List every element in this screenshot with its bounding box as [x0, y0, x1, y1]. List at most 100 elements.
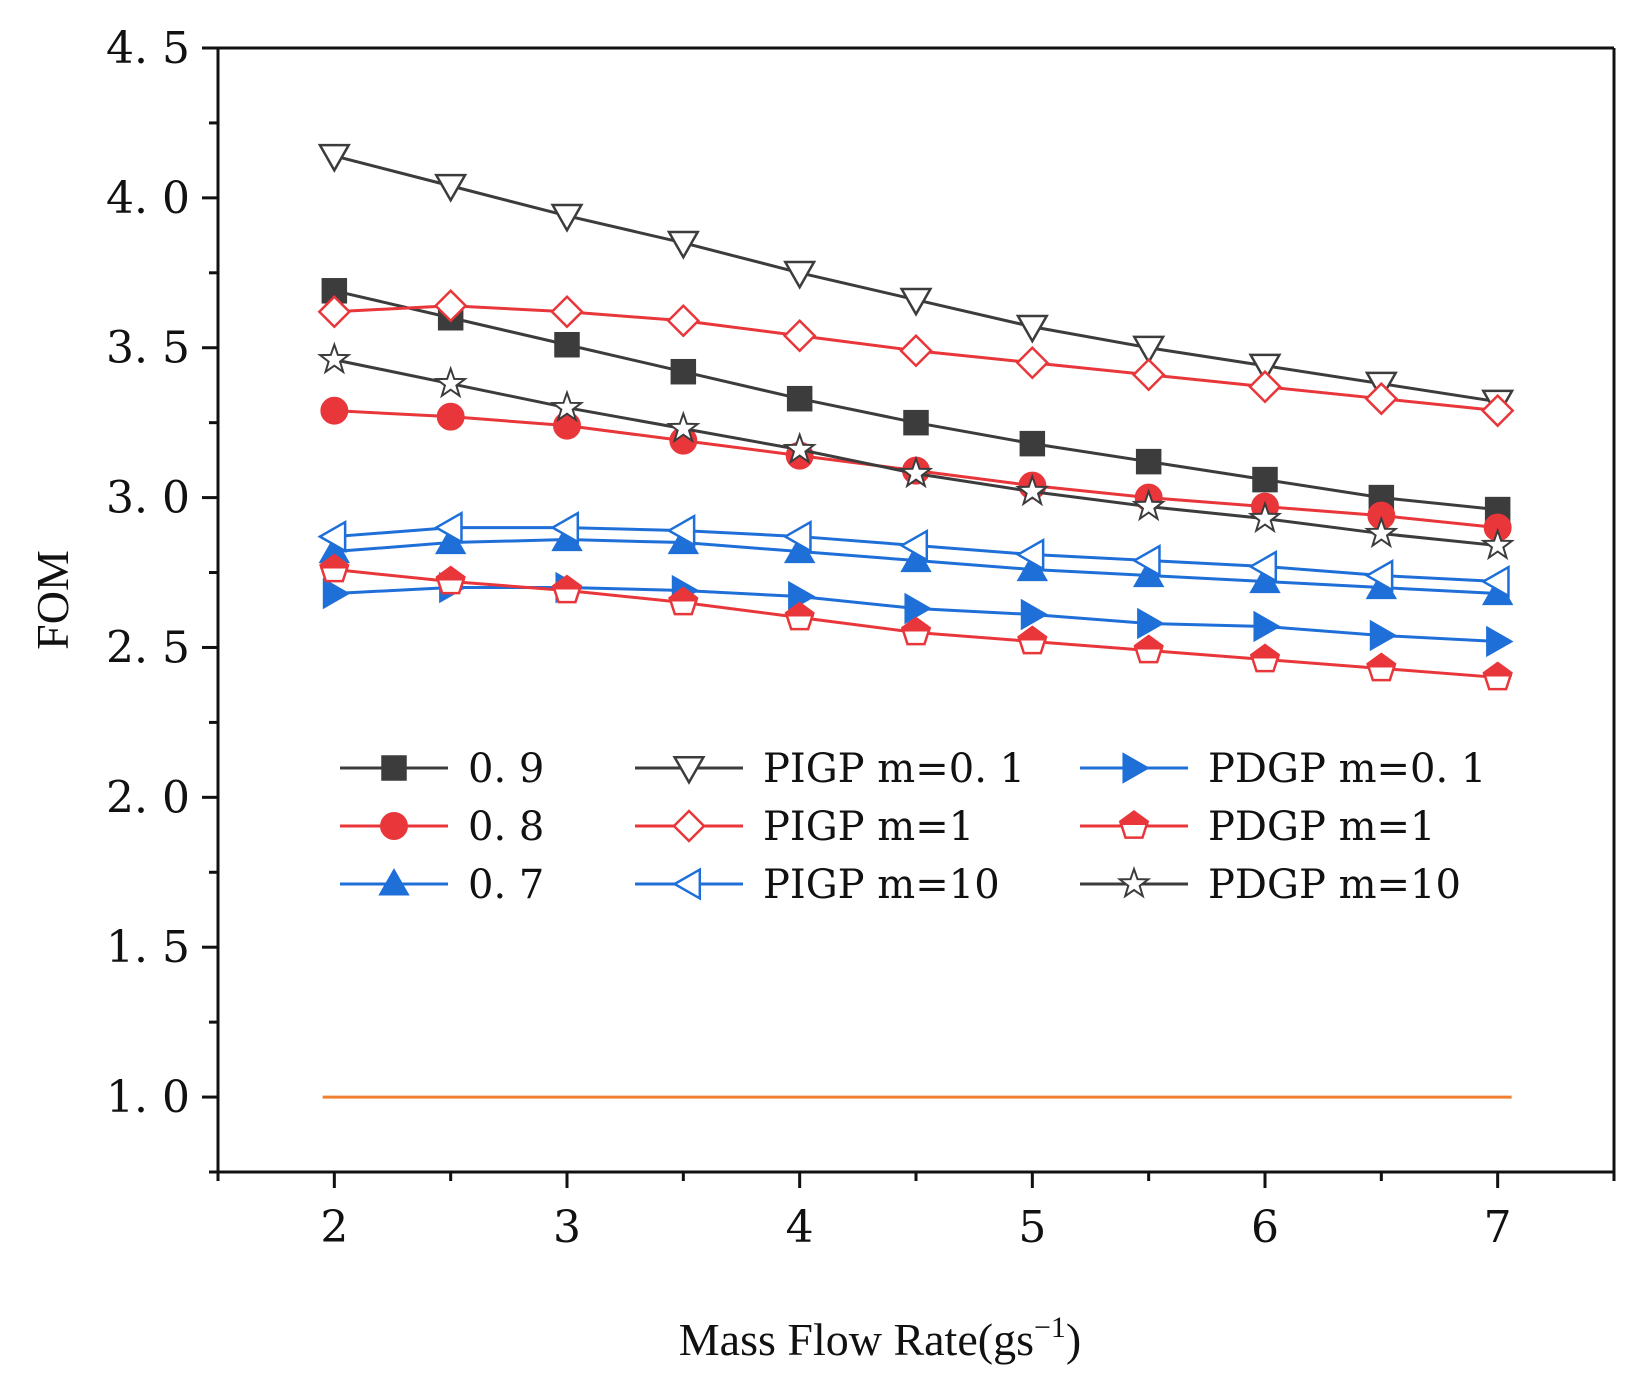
marker-shape [436, 402, 465, 431]
marker-diamond-open [1131, 357, 1166, 392]
marker-triangle-down-open [1248, 353, 1282, 383]
y-axis-title: FOM [27, 550, 78, 650]
marker-pentagon-half [784, 601, 815, 631]
marker-shape [1369, 619, 1398, 652]
marker-fill [319, 555, 349, 569]
marker-shape [1019, 430, 1046, 457]
legend-label: 0. 9 [468, 746, 544, 792]
marker-triangle-left-open [1480, 564, 1510, 599]
legend-item: 0. 9 [340, 746, 544, 792]
marker-fill [552, 576, 582, 590]
marker-pentagon-half [1482, 661, 1513, 691]
marker-triangle-left-open [666, 514, 696, 548]
marker-shape [1137, 607, 1165, 640]
marker-triangle-down-open [666, 230, 700, 260]
marker-triangle-left-open [899, 529, 929, 563]
marker-star-open [1480, 527, 1515, 561]
marker-triangle-down-open [899, 287, 933, 317]
marker-star-open [1364, 515, 1399, 549]
marker-triangle-down-open [434, 173, 468, 203]
marker-shape [1015, 345, 1050, 380]
marker-star-open [317, 341, 352, 375]
marker-shape [1248, 369, 1282, 404]
marker-triangle-right-filled [904, 592, 932, 625]
y-tick-label: 3. 0 [106, 473, 190, 524]
legend-item: 0. 8 [340, 804, 544, 850]
marker-shape [1135, 448, 1162, 475]
marker-diamond-open [550, 294, 584, 329]
legend-label: PIGP m=10 [763, 862, 1000, 908]
marker-triangle-down-open [1132, 335, 1166, 365]
marker-triangle-left-open [1364, 558, 1394, 593]
marker-star-open [433, 365, 468, 399]
marker-shape [782, 431, 817, 465]
marker-pentagon-half [668, 586, 699, 616]
marker-triangle-left-open [433, 511, 463, 545]
marker-star-open [1015, 473, 1050, 507]
marker-shape [1364, 515, 1399, 549]
marker-shape [672, 809, 706, 843]
legend-label: PIGP m=1 [763, 804, 974, 850]
legend-label: PIGP m=0. 1 [763, 746, 1025, 792]
marker-diamond-open [317, 294, 352, 329]
y-tick-label: 2. 5 [106, 622, 190, 673]
marker-shape [782, 318, 817, 353]
y-tick-label: 2. 0 [106, 772, 190, 823]
marker-star-open [1116, 865, 1152, 899]
marker-pentagon-half [551, 574, 583, 604]
marker-triangle-right-filled [1253, 610, 1281, 643]
marker-triangle-down-open [672, 755, 706, 785]
marker-shape [1116, 865, 1152, 899]
legend-label: PDGP m=10 [1208, 862, 1461, 908]
series-4 [317, 289, 1515, 428]
marker-shape [1364, 558, 1394, 593]
marker-fill [1134, 636, 1164, 650]
marker-triangle-right-filled [1137, 607, 1165, 640]
marker-pentagon-half [319, 553, 350, 583]
marker-shape [899, 287, 933, 317]
marker-pentagon-half [1118, 810, 1150, 839]
legend-item: PIGP m=10 [635, 862, 1000, 908]
x-tick-label: 3 [553, 1202, 581, 1253]
marker-shape [317, 294, 352, 329]
x-axis-title: Mass Flow Rate(gs−1) [679, 1311, 1081, 1365]
marker-shape [553, 411, 581, 440]
marker-diamond-open [1480, 393, 1515, 428]
marker-shape [783, 260, 817, 290]
marker-shape [1015, 537, 1045, 572]
marker-shape [1132, 335, 1166, 365]
marker-triangle-down-open [550, 203, 584, 233]
y-tick-label: 4. 5 [106, 23, 190, 74]
series-8 [317, 341, 1515, 561]
marker-diamond-open [782, 318, 817, 353]
marker-shape [1131, 357, 1166, 392]
axes: 2 3 4 5 6 7 1. 0 1. 5 2. 0 2. 5 3. 0 3. 5 4. 0 4. 5 [106, 23, 1616, 1253]
marker-square-filled [1135, 448, 1162, 475]
marker-shape [433, 365, 468, 399]
x-tick-label: 4 [786, 1202, 814, 1253]
marker-diamond-open [899, 333, 933, 368]
marker-circle-filled [553, 411, 581, 440]
marker-shape [1247, 500, 1283, 534]
marker-shape [903, 409, 929, 436]
marker-shape [1480, 564, 1510, 599]
marker-square-filled [381, 755, 407, 781]
marker-shape [1248, 353, 1282, 383]
marker-shape [1131, 543, 1161, 578]
marker-shape [672, 867, 702, 901]
marker-shape [904, 592, 932, 625]
marker-shape [1248, 549, 1278, 584]
marker-shape [1015, 314, 1049, 344]
marker-shape [899, 529, 929, 563]
marker-shape [1480, 527, 1515, 561]
marker-shape [1480, 393, 1515, 428]
marker-shape [434, 173, 468, 203]
marker-circle-filled [320, 396, 349, 425]
legend-item: PIGP m=0. 1 [635, 746, 1025, 792]
marker-shape [666, 514, 696, 548]
legend-label: PDGP m=1 [1208, 804, 1435, 850]
marker-triangle-right-filled [1122, 752, 1150, 784]
legend-label: 0. 7 [468, 862, 544, 908]
marker-square-filled [903, 409, 929, 436]
